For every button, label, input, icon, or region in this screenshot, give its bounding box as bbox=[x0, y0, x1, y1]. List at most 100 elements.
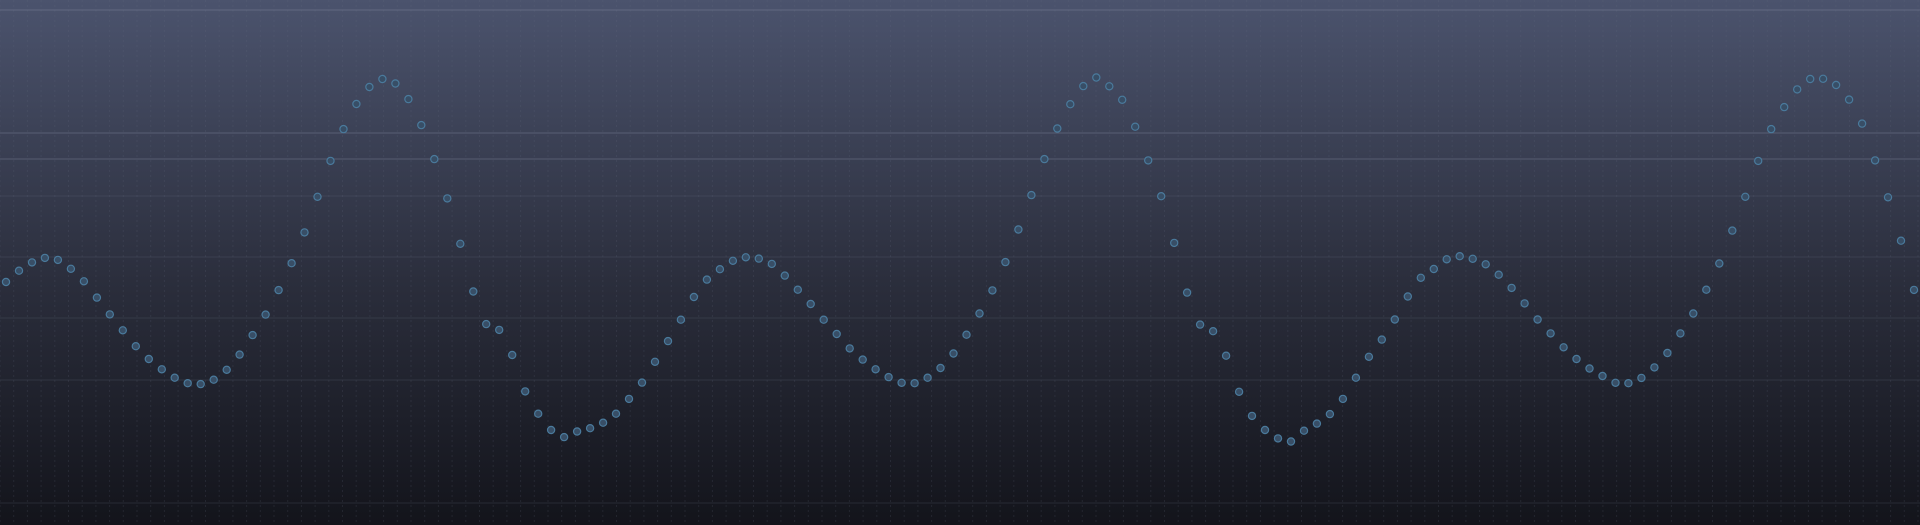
data-point bbox=[1676, 329, 1685, 338]
data-point bbox=[1533, 315, 1542, 324]
data-point bbox=[469, 287, 478, 296]
data-point bbox=[1169, 238, 1179, 248]
data-point bbox=[793, 285, 803, 294]
data-point bbox=[1286, 437, 1296, 446]
data-point bbox=[1909, 285, 1919, 295]
data-point bbox=[404, 94, 413, 104]
data-point bbox=[624, 394, 634, 404]
data-point bbox=[183, 379, 192, 388]
data-point bbox=[1520, 299, 1529, 308]
data-point bbox=[53, 255, 63, 265]
data-point bbox=[1001, 257, 1010, 267]
data-point bbox=[780, 271, 790, 280]
data-point bbox=[1208, 327, 1218, 336]
series-points bbox=[1, 73, 1919, 446]
data-point bbox=[105, 310, 115, 319]
data-point bbox=[1572, 354, 1581, 364]
data-point bbox=[1092, 73, 1101, 82]
data-point bbox=[1338, 394, 1348, 404]
data-point bbox=[1481, 260, 1490, 269]
data-point bbox=[235, 350, 244, 359]
data-point bbox=[1117, 95, 1127, 105]
data-point bbox=[1182, 288, 1192, 297]
data-point bbox=[806, 299, 815, 309]
data-point bbox=[1390, 315, 1400, 324]
data-point bbox=[1637, 373, 1646, 383]
data-point bbox=[1442, 255, 1451, 264]
data-point bbox=[27, 258, 37, 267]
data-point bbox=[534, 409, 543, 418]
data-point bbox=[443, 194, 452, 203]
data-point bbox=[1014, 225, 1023, 234]
data-point bbox=[1507, 283, 1516, 293]
data-point bbox=[482, 319, 491, 329]
data-point bbox=[1779, 102, 1789, 112]
data-point bbox=[300, 228, 309, 237]
data-point bbox=[1715, 259, 1724, 268]
data-point bbox=[456, 239, 465, 248]
data-point bbox=[14, 266, 24, 275]
data-point bbox=[352, 99, 361, 109]
data-point bbox=[1844, 95, 1854, 104]
data-point bbox=[585, 424, 595, 433]
data-point bbox=[884, 372, 893, 382]
data-point bbox=[1234, 387, 1244, 396]
data-point bbox=[339, 124, 348, 134]
data-point bbox=[430, 154, 439, 164]
data-point bbox=[248, 330, 257, 340]
data-point bbox=[598, 418, 608, 427]
data-point bbox=[1429, 264, 1439, 274]
data-point bbox=[1689, 309, 1698, 318]
data-point bbox=[754, 254, 764, 263]
data-point bbox=[261, 310, 270, 319]
data-point bbox=[1818, 74, 1828, 84]
data-point bbox=[1377, 335, 1387, 344]
data-point bbox=[845, 344, 854, 353]
data-point bbox=[663, 336, 673, 346]
data-point bbox=[1753, 156, 1763, 166]
data-point bbox=[1325, 409, 1335, 419]
data-point bbox=[1792, 85, 1802, 94]
data-point bbox=[1260, 425, 1270, 435]
data-point bbox=[546, 425, 556, 435]
data-point bbox=[1468, 254, 1477, 263]
data-point bbox=[767, 259, 777, 269]
data-point bbox=[1040, 154, 1049, 164]
data-point bbox=[1195, 320, 1205, 329]
data-point bbox=[741, 253, 751, 262]
data-point bbox=[79, 277, 89, 286]
data-point bbox=[1857, 119, 1867, 128]
data-point bbox=[365, 82, 374, 92]
data-point bbox=[1494, 270, 1503, 279]
data-point bbox=[936, 363, 945, 373]
data-point bbox=[975, 309, 984, 318]
data-point bbox=[1105, 82, 1114, 91]
data-point bbox=[313, 192, 322, 201]
data-point bbox=[1741, 192, 1750, 201]
data-point bbox=[1728, 226, 1737, 235]
data-point bbox=[378, 74, 387, 84]
data-point bbox=[92, 293, 102, 302]
data-point bbox=[637, 378, 647, 387]
data-point bbox=[326, 156, 335, 166]
data-point bbox=[40, 253, 50, 263]
data-point bbox=[676, 315, 686, 324]
data-point bbox=[858, 355, 867, 364]
data-point bbox=[910, 379, 919, 388]
data-point bbox=[1299, 426, 1309, 435]
data-point bbox=[274, 285, 283, 295]
data-point bbox=[170, 373, 179, 382]
data-point bbox=[689, 292, 699, 302]
data-point bbox=[66, 264, 76, 273]
data-point bbox=[715, 265, 725, 274]
data-point bbox=[832, 329, 841, 339]
data-point bbox=[1027, 190, 1036, 200]
data-point bbox=[287, 259, 296, 268]
data-point bbox=[988, 286, 997, 295]
data-point bbox=[1611, 378, 1620, 387]
data-point bbox=[572, 427, 582, 436]
data-point bbox=[1, 277, 11, 287]
data-point bbox=[949, 349, 958, 358]
data-point bbox=[1702, 285, 1711, 294]
data-point bbox=[521, 387, 530, 396]
